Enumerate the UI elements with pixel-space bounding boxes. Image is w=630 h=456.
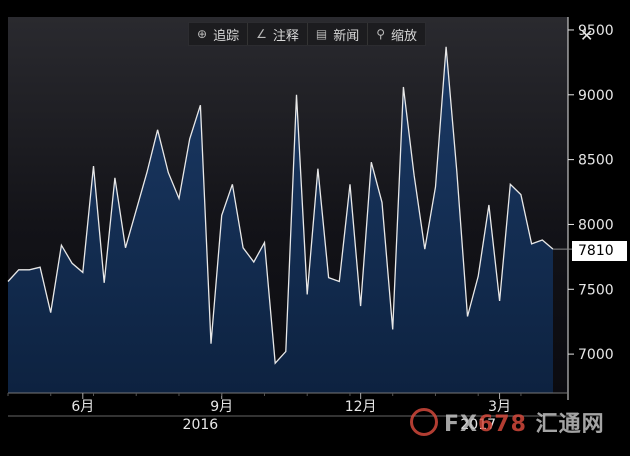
x-tick-label: 12月 — [345, 399, 377, 415]
watermark-icon — [410, 408, 438, 436]
x-tick-label: 6月 — [71, 399, 94, 415]
search-icon: ⚲ — [376, 27, 386, 41]
watermark-text: FX678 汇通网 — [444, 412, 605, 437]
toolbar-item-label: 缩放 — [391, 28, 418, 44]
toolbar-item-label: 追踪 — [213, 28, 240, 44]
watermark-logo: FX678 汇通网 — [410, 404, 615, 440]
close-button[interactable]: ✕ — [580, 26, 594, 45]
series-area — [8, 46, 553, 394]
toolbar-item-0[interactable]: ⊕ 追踪 — [189, 23, 249, 45]
year-label: 2017 — [460, 417, 496, 433]
chart-toolbar: ⊕ 追踪 ∠ 注释 ▤ 新闻 ⚲ 缩放 — [188, 22, 427, 46]
toolbar-item-label: 注释 — [272, 28, 299, 44]
toolbar-item-1[interactable]: ∠ 注释 — [248, 23, 308, 45]
y-tick-label: 7500 — [578, 282, 614, 298]
last-value-badge: 7810 — [572, 241, 627, 261]
y-tick-label: 9000 — [578, 88, 614, 104]
toolbar-item-3[interactable]: ⚲ 缩放 — [368, 23, 425, 45]
y-tick-label: 8500 — [578, 153, 614, 169]
pencil-icon: ∠ — [256, 27, 267, 41]
year-label: 2016 — [183, 417, 219, 433]
toolbar-item-label: 新闻 — [333, 28, 360, 44]
toolbar-item-2[interactable]: ▤ 新闻 — [308, 23, 369, 45]
series-line — [7, 46, 554, 365]
x-tick-label: 3月 — [488, 399, 511, 415]
crosshair-icon: ⊕ — [197, 27, 208, 41]
news-icon: ▤ — [315, 27, 328, 41]
x-tick-label: 9月 — [210, 399, 233, 415]
y-tick-label: 9500 — [578, 23, 614, 39]
y-tick-label: 7000 — [578, 347, 614, 363]
y-tick-label: 8000 — [578, 217, 614, 233]
